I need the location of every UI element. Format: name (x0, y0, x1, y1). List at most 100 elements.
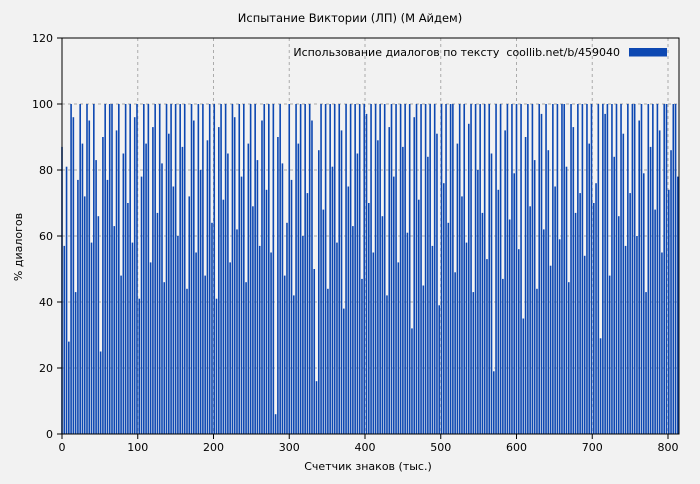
bar (270, 252, 272, 434)
bar (438, 305, 441, 434)
bar (138, 298, 141, 434)
bar (274, 414, 277, 434)
bar (627, 104, 629, 434)
x-tick-label: 400 (355, 441, 376, 454)
bar (93, 104, 95, 434)
bar (308, 104, 311, 434)
bar (195, 252, 197, 434)
bar (608, 275, 611, 434)
bar (463, 104, 466, 434)
y-tick-label: 100 (32, 98, 53, 111)
bar (181, 146, 184, 434)
x-tick-label: 300 (279, 441, 300, 454)
bar (552, 104, 554, 434)
bar (377, 140, 379, 435)
bar (624, 245, 627, 434)
bar (599, 338, 602, 434)
bar (70, 104, 72, 434)
bar (436, 133, 438, 434)
bar (199, 170, 202, 434)
bar (161, 163, 163, 434)
bar (395, 104, 397, 434)
bar (265, 189, 268, 434)
bar (515, 104, 518, 434)
bar (554, 186, 556, 434)
bar (522, 318, 525, 434)
bar (529, 206, 531, 434)
bar (115, 130, 118, 434)
bar (479, 104, 481, 434)
bar (615, 104, 618, 434)
bar (361, 278, 363, 434)
bar (408, 104, 411, 434)
bar (168, 133, 170, 434)
bar (547, 150, 550, 434)
y-axis-title: % диалогов (12, 213, 25, 281)
bar (449, 104, 452, 434)
bar (383, 104, 386, 434)
bar (549, 265, 552, 434)
chart-title: Испытание Виктории (ЛП) (М Айдем) (238, 11, 462, 25)
bar (347, 186, 350, 434)
bar (302, 236, 304, 434)
bar (111, 104, 113, 434)
bar (170, 104, 172, 434)
bar (490, 153, 493, 434)
bar (240, 176, 243, 434)
bar (156, 212, 159, 434)
bar (349, 104, 352, 434)
bar (583, 255, 586, 434)
bar (279, 104, 281, 434)
bar (77, 179, 79, 434)
bar (165, 104, 168, 434)
bar (592, 203, 595, 434)
bar (340, 130, 343, 434)
bar (663, 104, 666, 434)
bar (247, 143, 250, 434)
bar (492, 371, 495, 434)
bar (399, 104, 402, 434)
bar-series (61, 104, 679, 435)
legend: Использование диалогов по тексту coollib… (293, 46, 667, 59)
bar (565, 166, 568, 434)
bar (338, 104, 341, 434)
bar (499, 104, 502, 434)
x-tick-label: 200 (203, 441, 224, 454)
bar (238, 104, 241, 434)
bar (481, 212, 484, 434)
bar (268, 104, 270, 434)
bar (502, 278, 504, 434)
bar (86, 104, 88, 434)
bar (322, 209, 325, 434)
bar (652, 104, 654, 434)
bar (604, 113, 606, 435)
x-tick-label: 800 (658, 441, 679, 454)
bar (467, 123, 470, 435)
bar (504, 130, 506, 434)
bar (143, 104, 145, 434)
bar (461, 196, 463, 434)
bar (63, 245, 66, 434)
bar (295, 104, 297, 434)
bar (442, 183, 445, 434)
bar (456, 143, 459, 434)
bar (113, 226, 116, 434)
bar (427, 156, 429, 435)
bar (236, 229, 238, 434)
bar (533, 160, 536, 434)
bar (127, 203, 129, 434)
bar (179, 104, 181, 434)
bar (327, 288, 329, 434)
bar (545, 104, 547, 434)
bar (622, 133, 625, 434)
bar (333, 104, 336, 434)
bar (647, 104, 650, 434)
bar (420, 104, 422, 434)
bar (388, 127, 391, 434)
bar (358, 104, 361, 434)
bar (152, 127, 154, 434)
bar (261, 120, 263, 434)
bar (642, 173, 645, 435)
bar (258, 245, 261, 434)
